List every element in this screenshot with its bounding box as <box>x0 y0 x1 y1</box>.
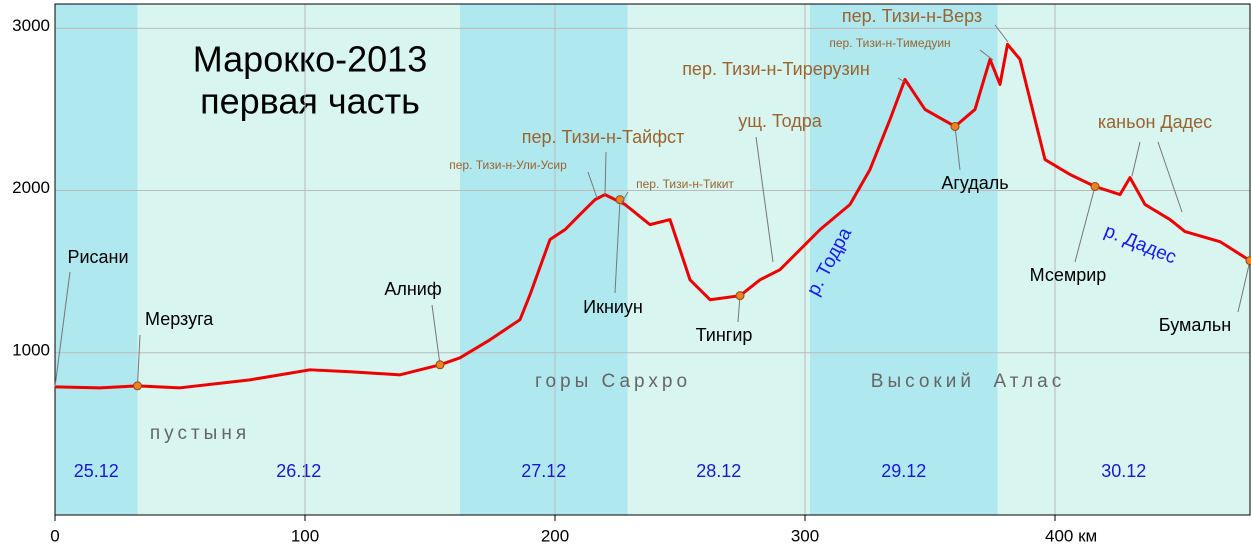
place-point <box>1090 182 1100 191</box>
leader-line <box>1074 186 1096 263</box>
place-point <box>615 195 625 205</box>
day-label: 26.12 <box>276 461 321 481</box>
place-label: Тингир <box>696 325 753 345</box>
day-band <box>137 4 460 515</box>
x-tick-label: 300 <box>791 526 819 545</box>
leader-line <box>54 271 71 387</box>
x-tick-label: 100 <box>291 526 319 545</box>
place-point <box>435 360 445 370</box>
place-point <box>950 121 960 131</box>
pass-label: ущ. Тодра <box>738 111 823 131</box>
place-label: Мерзуга <box>145 309 214 329</box>
x-tick-label: 400 км <box>1045 526 1097 545</box>
leader-line <box>614 199 621 294</box>
region-label: пустыня <box>150 423 250 444</box>
leader-line <box>1157 141 1183 213</box>
x-tick-label: 200 <box>541 526 569 545</box>
leader-line <box>431 304 441 365</box>
y-tick-label: 1000 <box>12 340 50 359</box>
day-band <box>627 4 810 515</box>
leader-line <box>994 24 1009 43</box>
chart-title: Марокко-2013 <box>193 39 427 80</box>
pass-label: пер. Тизи-н-Тимедуин <box>829 36 950 50</box>
region-label: Высокий Атлас <box>871 371 1065 392</box>
day-band <box>55 4 138 515</box>
x-tick-label: 0 <box>50 526 59 545</box>
leader-line <box>897 77 906 83</box>
leader-line <box>604 151 607 196</box>
elevation-line <box>54 42 1251 390</box>
pass-label: пер. Тизи-н-Ули-Усир <box>449 158 567 172</box>
place-label: Мсемрир <box>1030 265 1107 285</box>
leader-line <box>755 136 774 263</box>
chart-subtitle: первая часть <box>200 81 420 122</box>
day-label: 30.12 <box>1101 461 1146 481</box>
y-tick-label: 3000 <box>12 16 50 35</box>
leader-line <box>979 49 994 61</box>
leader-line <box>620 191 629 205</box>
region-label: горы Сархро <box>535 371 691 392</box>
pass-label: пер. Тизи-н-Тикит <box>636 177 734 191</box>
day-label: 28.12 <box>696 461 741 481</box>
y-tick-label: 2000 <box>12 178 50 197</box>
leader-line <box>587 171 598 199</box>
place-label: Икниун <box>583 297 643 317</box>
leader-line <box>1131 141 1141 177</box>
day-label: 29.12 <box>881 461 926 481</box>
place-label: Агудаль <box>941 173 1008 193</box>
day-label: 27.12 <box>521 461 566 481</box>
pass-label: пер. Тизи-н-Верз <box>842 6 982 26</box>
day-label: 25.12 <box>74 461 119 481</box>
pass-label: пер. Тизи-н-Тайфст <box>522 127 685 147</box>
pass-label: каньон Дадес <box>1098 112 1212 132</box>
day-band <box>810 4 998 515</box>
place-label: Рисани <box>67 247 128 267</box>
place-label: Алниф <box>384 279 442 299</box>
place-point <box>735 291 745 301</box>
day-band <box>997 4 1250 515</box>
place-point <box>133 381 142 391</box>
leader-line <box>954 126 961 171</box>
pass-label: пер. Тизи-н-Тирерузин <box>682 59 870 79</box>
leader-line <box>137 334 141 386</box>
leader-line <box>1237 260 1251 313</box>
place-point <box>1245 256 1251 266</box>
place-label: Бумальн <box>1159 315 1231 335</box>
